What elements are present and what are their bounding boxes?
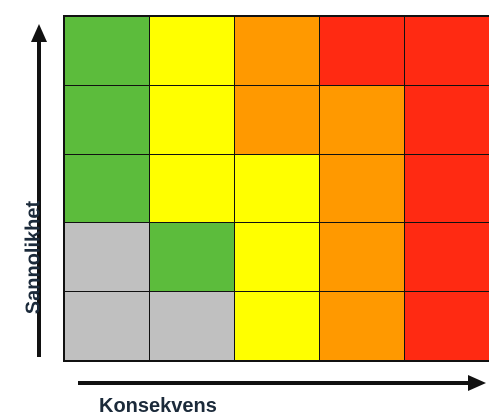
matrix-cell xyxy=(235,17,319,85)
matrix-cell xyxy=(235,223,319,292)
matrix-cell xyxy=(320,292,404,360)
matrix-cell xyxy=(150,154,234,223)
matrix-cell xyxy=(320,223,404,292)
matrix-cell xyxy=(150,17,234,85)
matrix-cell xyxy=(405,85,489,154)
matrix-cell xyxy=(235,154,319,223)
matrix-cell xyxy=(405,17,489,85)
matrix-cell xyxy=(65,292,149,360)
matrix-cell xyxy=(405,154,489,223)
right-arrow-icon xyxy=(78,375,486,391)
matrix-cell xyxy=(320,154,404,223)
matrix-cell xyxy=(65,85,149,154)
matrix-cell xyxy=(320,17,404,85)
matrix-cell xyxy=(65,17,149,85)
matrix-cell xyxy=(150,85,234,154)
matrix-cell xyxy=(405,223,489,292)
matrix-cell xyxy=(235,292,319,360)
matrix-cell xyxy=(235,85,319,154)
risk-matrix xyxy=(63,15,489,362)
matrix-cell xyxy=(150,292,234,360)
matrix-cell xyxy=(65,223,149,292)
up-arrow-icon xyxy=(31,24,47,357)
x-axis-label: Konsekvens xyxy=(99,395,217,417)
matrix-cell xyxy=(320,85,404,154)
matrix-cell xyxy=(405,292,489,360)
y-axis-label: Sannolikhet xyxy=(22,200,45,315)
matrix-cell xyxy=(150,223,234,292)
matrix-cell xyxy=(65,154,149,223)
